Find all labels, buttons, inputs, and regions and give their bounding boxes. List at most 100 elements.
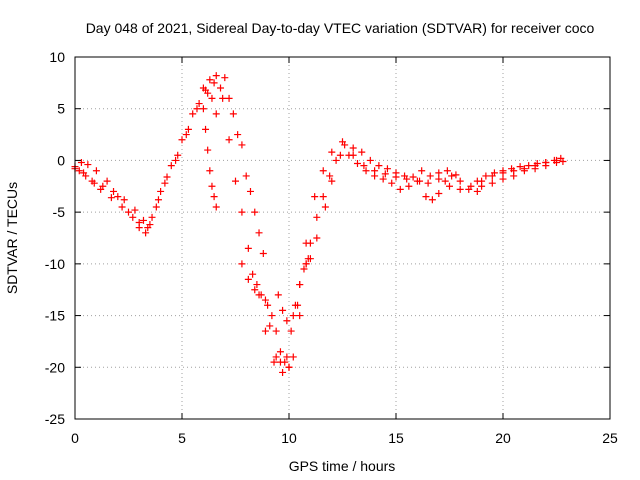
series-track-i bbox=[345, 151, 413, 193]
data-point bbox=[465, 185, 473, 193]
y-axis-label: SDTVAR / TECUs bbox=[4, 182, 20, 294]
data-point bbox=[452, 171, 460, 179]
data-point bbox=[553, 158, 560, 166]
data-point bbox=[328, 148, 336, 156]
data-point bbox=[253, 281, 261, 289]
data-point bbox=[435, 190, 443, 198]
data-point bbox=[195, 100, 203, 108]
data-point bbox=[533, 160, 541, 168]
data-point bbox=[152, 203, 160, 211]
data-point bbox=[212, 110, 220, 118]
data-point bbox=[448, 172, 456, 180]
data-point bbox=[125, 208, 132, 216]
y-tick-label: 5 bbox=[57, 101, 65, 117]
data-point bbox=[255, 229, 263, 237]
data-point bbox=[276, 358, 284, 366]
data-point bbox=[244, 244, 252, 252]
data-point bbox=[396, 185, 404, 193]
series-track-d bbox=[199, 105, 220, 211]
data-point bbox=[206, 167, 214, 175]
data-point bbox=[129, 213, 137, 221]
series-track-e bbox=[221, 74, 267, 258]
data-point bbox=[182, 131, 190, 139]
series-track-n bbox=[478, 158, 560, 190]
data-point bbox=[531, 165, 539, 173]
data-point bbox=[319, 193, 327, 201]
data-point bbox=[189, 110, 197, 118]
data-point bbox=[319, 167, 327, 175]
data-point bbox=[473, 177, 481, 185]
data-point bbox=[557, 154, 565, 162]
data-point bbox=[103, 177, 111, 185]
x-tick-label: 25 bbox=[602, 430, 618, 446]
data-point bbox=[345, 151, 353, 159]
data-point bbox=[212, 72, 220, 80]
data-point bbox=[255, 291, 263, 299]
data-point bbox=[435, 175, 443, 183]
data-point bbox=[300, 265, 308, 273]
data-point bbox=[388, 179, 396, 187]
data-point bbox=[426, 172, 434, 180]
data-point bbox=[306, 239, 314, 247]
data-point bbox=[264, 301, 272, 309]
data-point bbox=[199, 105, 207, 113]
data-point bbox=[225, 136, 233, 144]
axes: -25 -20 -15 -10 -5 0 5 10 0 5 10 15 20 25 bbox=[45, 49, 618, 446]
data-point bbox=[238, 208, 246, 216]
series-track-c bbox=[75, 86, 220, 229]
data-point bbox=[92, 167, 100, 175]
data-point bbox=[261, 296, 269, 304]
data-point bbox=[381, 170, 389, 178]
data-point bbox=[279, 306, 287, 314]
data-point bbox=[163, 173, 171, 181]
data-point bbox=[242, 172, 250, 180]
x-tick-label: 10 bbox=[281, 430, 297, 446]
data-point bbox=[161, 179, 169, 187]
data-point bbox=[142, 229, 150, 237]
data-points bbox=[71, 72, 567, 376]
data-point bbox=[311, 193, 319, 201]
data-point bbox=[289, 353, 297, 361]
data-point bbox=[443, 167, 451, 175]
data-point bbox=[139, 216, 147, 224]
data-point bbox=[120, 196, 128, 204]
data-point bbox=[371, 172, 379, 180]
x-tick-label: 15 bbox=[388, 430, 404, 446]
data-point bbox=[232, 177, 239, 185]
data-point bbox=[336, 151, 344, 159]
data-point bbox=[428, 196, 436, 204]
data-point bbox=[118, 203, 126, 211]
data-point bbox=[270, 358, 278, 366]
data-point bbox=[279, 368, 287, 376]
data-point bbox=[146, 221, 154, 229]
series-track-g bbox=[249, 151, 344, 366]
data-point bbox=[212, 203, 220, 211]
data-point bbox=[478, 182, 486, 190]
data-point bbox=[291, 301, 299, 309]
data-point bbox=[206, 76, 214, 84]
grid bbox=[75, 57, 610, 419]
y-tick-label: -15 bbox=[45, 308, 65, 324]
data-point bbox=[326, 172, 334, 180]
data-point bbox=[157, 187, 165, 195]
data-point bbox=[268, 312, 276, 320]
data-point bbox=[174, 151, 182, 159]
data-point bbox=[251, 208, 259, 216]
x-tick-label: 20 bbox=[495, 430, 511, 446]
data-point bbox=[172, 156, 180, 164]
series-track-k bbox=[409, 172, 481, 204]
data-point bbox=[416, 177, 424, 185]
data-point bbox=[229, 110, 237, 118]
y-tick-label: -10 bbox=[45, 256, 65, 272]
data-point bbox=[525, 162, 533, 170]
data-point bbox=[225, 94, 233, 102]
chart-title: Day 048 of 2021, Sidereal Day-to-day VTE… bbox=[86, 20, 595, 36]
data-point bbox=[285, 363, 293, 371]
data-point bbox=[77, 158, 85, 166]
data-point bbox=[75, 167, 83, 175]
data-point bbox=[379, 175, 387, 183]
data-point bbox=[375, 162, 383, 170]
data-point bbox=[246, 187, 254, 195]
data-point bbox=[84, 161, 92, 169]
